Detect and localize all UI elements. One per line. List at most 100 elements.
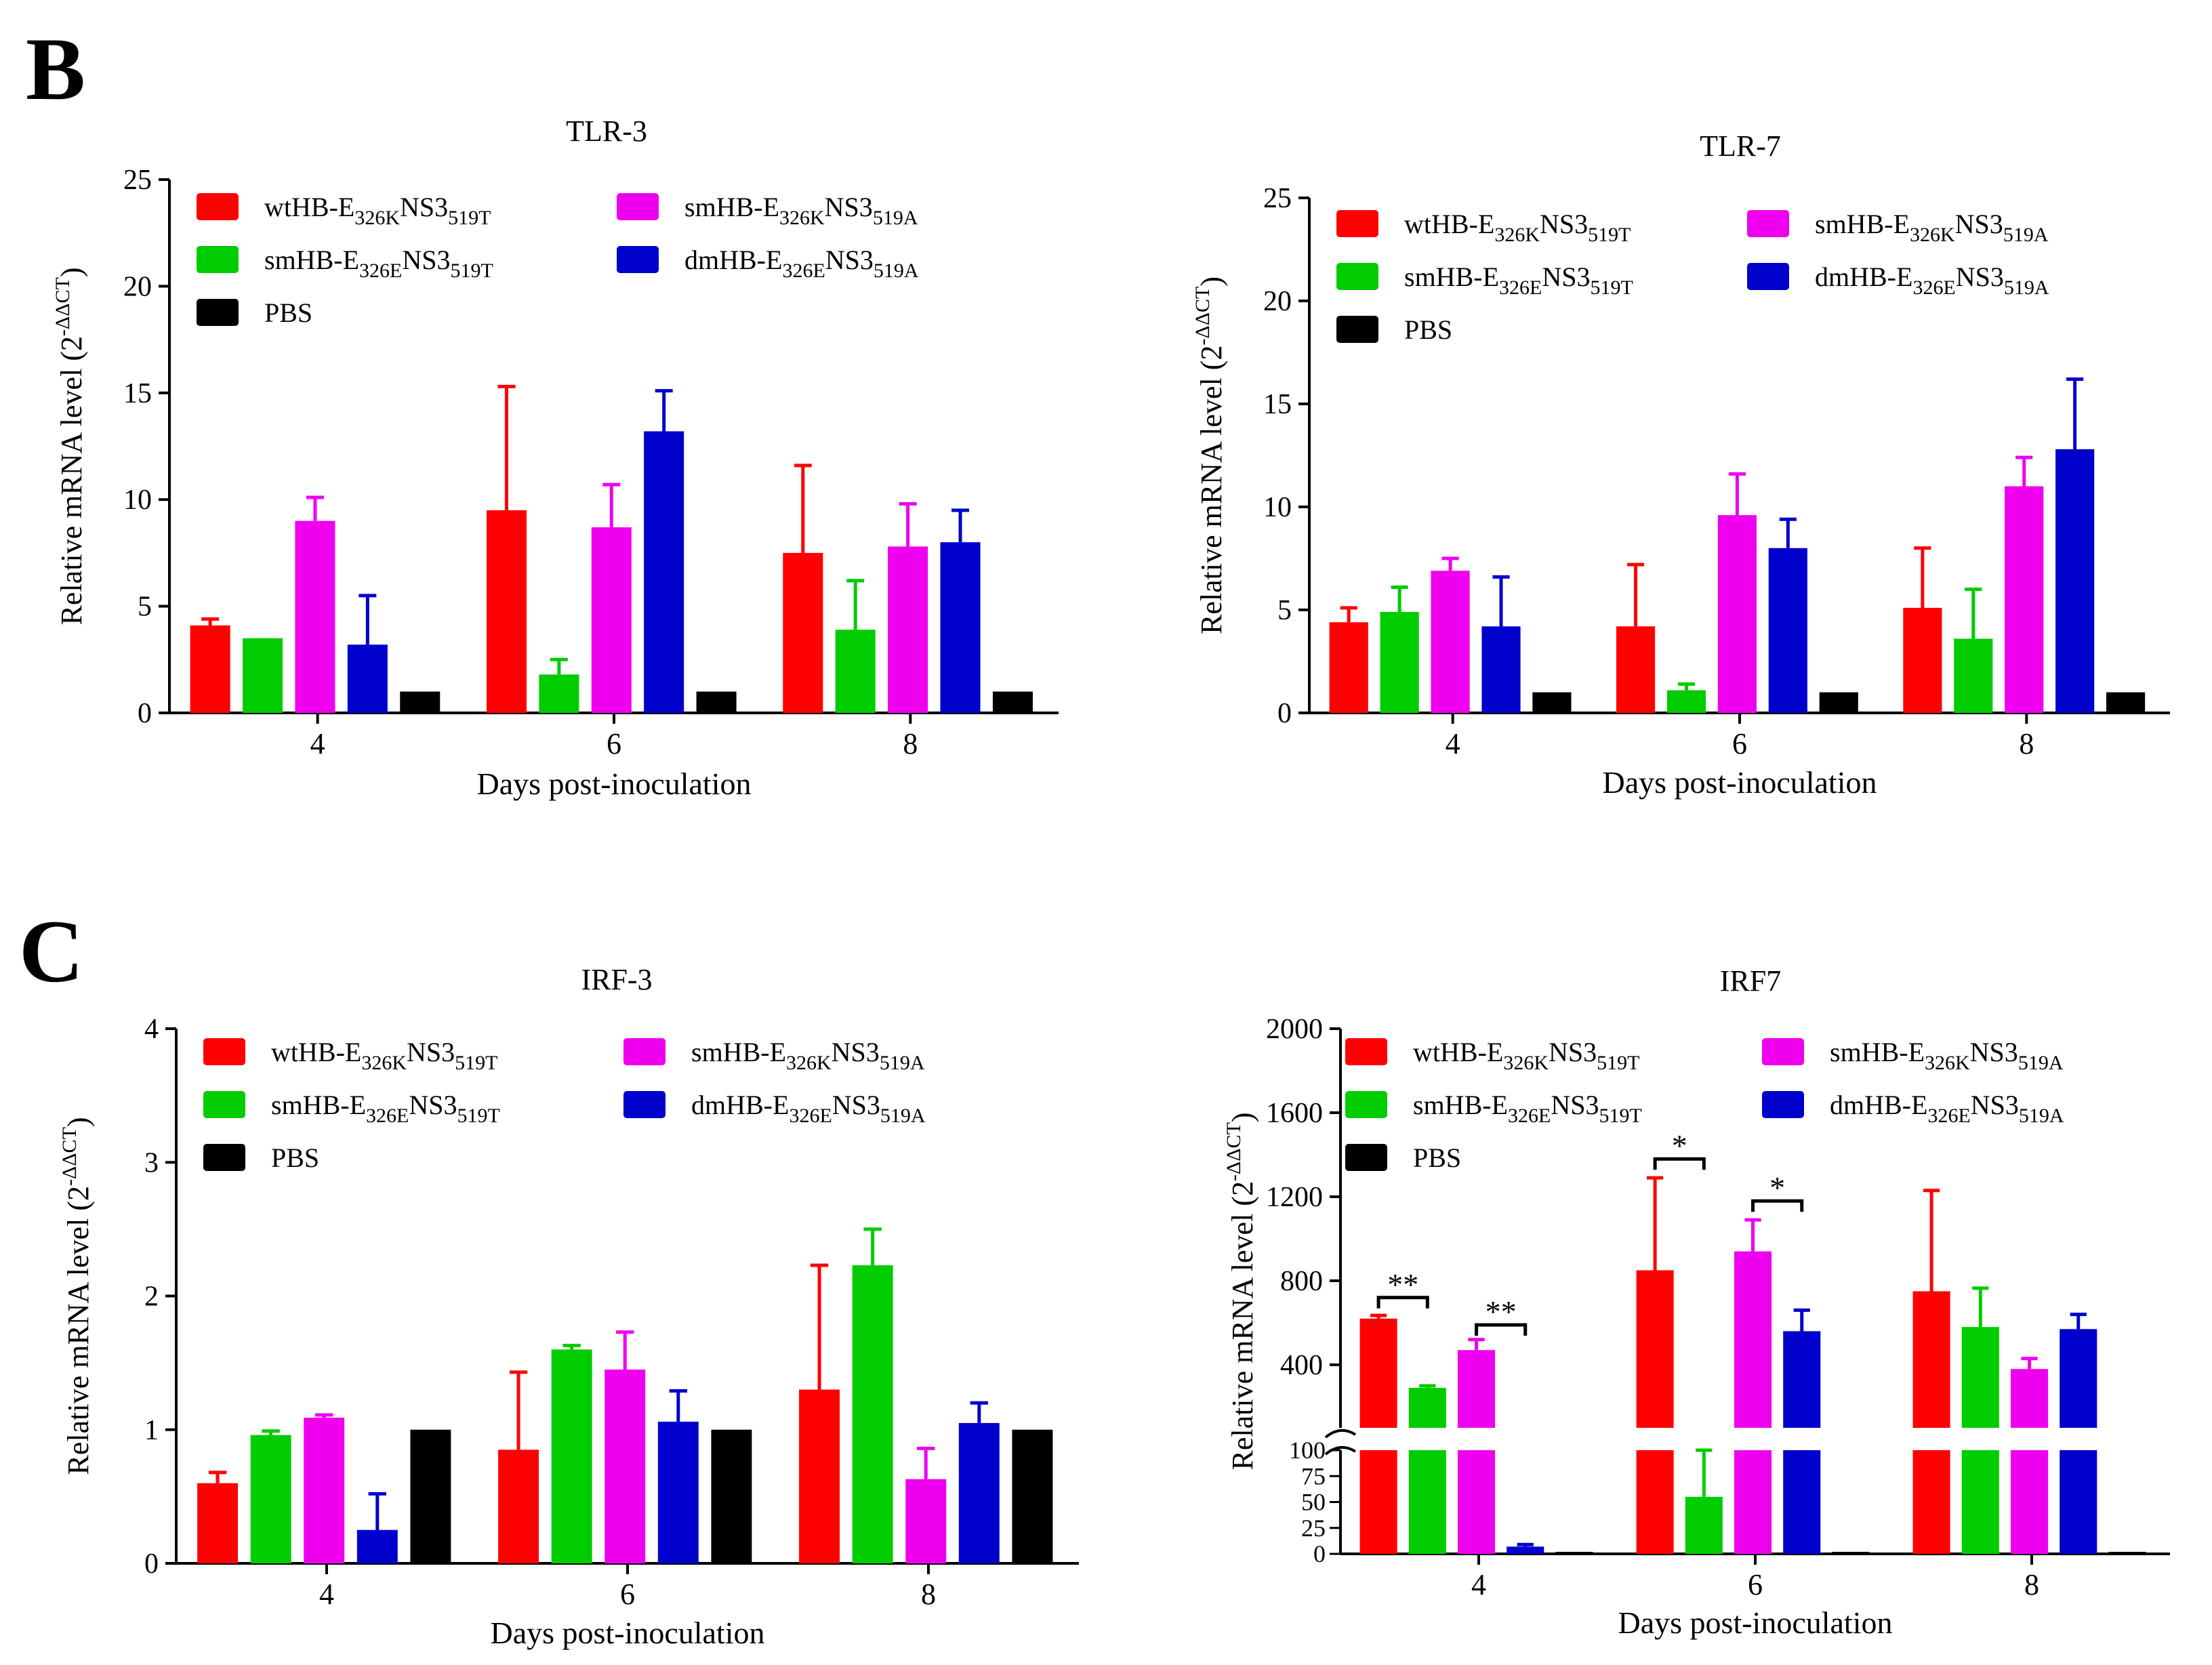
panel-letter-c: C xyxy=(19,901,84,1001)
significance-label: ** xyxy=(1486,1294,1517,1329)
legend-label-smA: smHB-E326KNS3519A xyxy=(691,1037,925,1074)
y-tick-label: 20 xyxy=(1263,286,1292,317)
legend-swatch-dm xyxy=(623,1091,665,1118)
bar-pbs-day4 xyxy=(400,691,441,713)
significance-label: ** xyxy=(1387,1267,1418,1302)
legend-label-wt: wtHB-E326KNS3519T xyxy=(271,1037,497,1074)
y-tick-label: 4 xyxy=(144,1014,159,1045)
y-tick-label: 800 xyxy=(1280,1266,1323,1297)
legend-swatch-pbs xyxy=(1345,1144,1387,1171)
bar-wt-day8-upper xyxy=(1912,1291,1950,1428)
y-tick-label: 400 xyxy=(1280,1350,1323,1381)
chart-irf-3: IRF-3 0 1 2 3 4 Relative mRNA level (2-ΔΔCT) 4 6… xyxy=(58,963,1079,1650)
y-tick-label: 15 xyxy=(1263,389,1292,420)
legend-label-wt: wtHB-E326KNS3519T xyxy=(1404,209,1631,246)
bar-smA-day8 xyxy=(2010,1450,2049,1554)
bar-pbs-day4 xyxy=(410,1429,451,1563)
chart-title: IRF7 xyxy=(1720,964,1781,998)
y-tick-label: 5 xyxy=(1277,595,1292,626)
bar-smA-day4 xyxy=(1431,571,1470,713)
x-axis-label: Days post-inoculation xyxy=(491,1616,765,1650)
y-tick-label: 75 xyxy=(1301,1462,1326,1489)
x-tick-label: 8 xyxy=(921,1578,936,1611)
legend-label-smE: smHB-E326ENS3519T xyxy=(264,245,493,282)
bar-smE-day4-upper xyxy=(1408,1388,1446,1428)
bar-wt-day6 xyxy=(1636,1450,1674,1554)
legend-swatch-pbs xyxy=(203,1144,245,1171)
bar-smA-day6 xyxy=(591,527,632,713)
y-tick-label: 10 xyxy=(1263,492,1292,523)
bar-smE-day8 xyxy=(835,630,876,713)
y-axis-label: Relative mRNA level (2-ΔΔCT) xyxy=(58,1117,95,1475)
legend-swatch-smE xyxy=(1336,263,1378,290)
y-axis-label: Relative mRNA level (2-ΔΔCT) xyxy=(1191,276,1228,634)
y-tick-label: 3 xyxy=(144,1147,159,1178)
chart-tlr-3: TLR-3 0 5 10 15 20 25 Relative mRNA level (2-ΔΔ… xyxy=(52,115,1059,801)
y-tick-label: 25 xyxy=(123,165,152,196)
bar-pbs-day6 xyxy=(696,691,737,713)
bar-pbs-day4 xyxy=(1555,1552,1593,1554)
bar-smE-day8 xyxy=(1954,638,1993,713)
y-tick-label: 0 xyxy=(1277,698,1292,729)
legend-label-dm: dmHB-E326ENS3519A xyxy=(684,245,919,282)
x-axis-label: Days post-inoculation xyxy=(477,766,752,801)
y-tick-label: 2 xyxy=(144,1281,159,1313)
bar-smE-day4 xyxy=(250,1435,291,1563)
bar-smE-day8 xyxy=(852,1265,893,1563)
legend-swatch-wt xyxy=(197,193,239,220)
bar-smA-day6 xyxy=(1734,1450,1772,1554)
bar-pbs-day8 xyxy=(2108,1552,2146,1554)
y-tick-label: 2000 xyxy=(1266,1014,1323,1045)
x-axis-label: Days post-inoculation xyxy=(1603,765,1877,800)
y-tick-label: 100 xyxy=(1289,1437,1326,1464)
legend-swatch-smE xyxy=(1345,1091,1387,1118)
legend-swatch-pbs xyxy=(197,299,239,326)
legend-swatch-wt xyxy=(1345,1038,1387,1065)
x-tick-label: 6 xyxy=(1748,1568,1763,1601)
bar-dm-day6 xyxy=(644,431,684,713)
bar-wt-day4 xyxy=(1359,1450,1397,1554)
y-tick-label: 1600 xyxy=(1266,1098,1323,1129)
legend-swatch-smA xyxy=(623,1038,665,1065)
x-axis-label: Days post-inoculation xyxy=(1618,1605,1893,1640)
legend-label-wt: wtHB-E326KNS3519T xyxy=(1413,1037,1639,1074)
bar-smA-day8-upper xyxy=(2010,1369,2049,1428)
y-axis-label: Relative mRNA level (2-ΔΔCT) xyxy=(1223,1112,1259,1470)
bar-smE-day6 xyxy=(539,674,579,713)
chart-tlr-7: TLR-7 0 5 10 15 20 25 Relative mRNA level (2-ΔΔ… xyxy=(1191,129,2170,800)
x-tick-label: 4 xyxy=(1471,1568,1486,1601)
axis-break-mark xyxy=(1324,1429,1357,1439)
bar-smA-day4 xyxy=(1457,1450,1496,1554)
legend-swatch-pbs xyxy=(1336,316,1378,343)
y-tick-label: 20 xyxy=(123,271,152,302)
bar-smA-day6-upper xyxy=(1734,1251,1772,1428)
bar-dm-day8 xyxy=(940,542,981,713)
y-tick-label: 0 xyxy=(138,698,152,729)
bar-wt-day8 xyxy=(1912,1450,1950,1554)
bar-wt-day8 xyxy=(783,552,823,713)
bar-dm-day8 xyxy=(2055,449,2095,713)
bar-smA-day6 xyxy=(605,1369,646,1563)
legend-swatch-dm xyxy=(1747,263,1789,290)
bar-smE-day8-upper xyxy=(1961,1327,1999,1428)
bar-smA-day4-upper xyxy=(1457,1350,1496,1428)
bar-wt-day6 xyxy=(486,510,527,713)
panel-letter-b: B xyxy=(26,19,86,119)
chart-title: IRF-3 xyxy=(581,963,652,996)
bar-wt-day6 xyxy=(498,1450,539,1563)
bar-dm-day8 xyxy=(958,1422,1000,1563)
bar-pbs-day6 xyxy=(1832,1552,1870,1554)
y-tick-label: 25 xyxy=(1263,183,1292,214)
legend-swatch-wt xyxy=(1336,210,1378,237)
bar-smE-day6 xyxy=(1685,1496,1723,1554)
bar-dm-day6-upper xyxy=(1783,1331,1821,1428)
bar-wt-day4 xyxy=(197,1483,239,1563)
axis-break-mark xyxy=(1324,1446,1357,1456)
y-tick-label: 25 xyxy=(1301,1515,1326,1542)
legend-swatch-wt xyxy=(203,1038,245,1065)
bar-dm-day8-upper xyxy=(2060,1329,2097,1428)
significance-bracket xyxy=(1475,1323,1528,1336)
bar-pbs-day8 xyxy=(992,691,1033,713)
